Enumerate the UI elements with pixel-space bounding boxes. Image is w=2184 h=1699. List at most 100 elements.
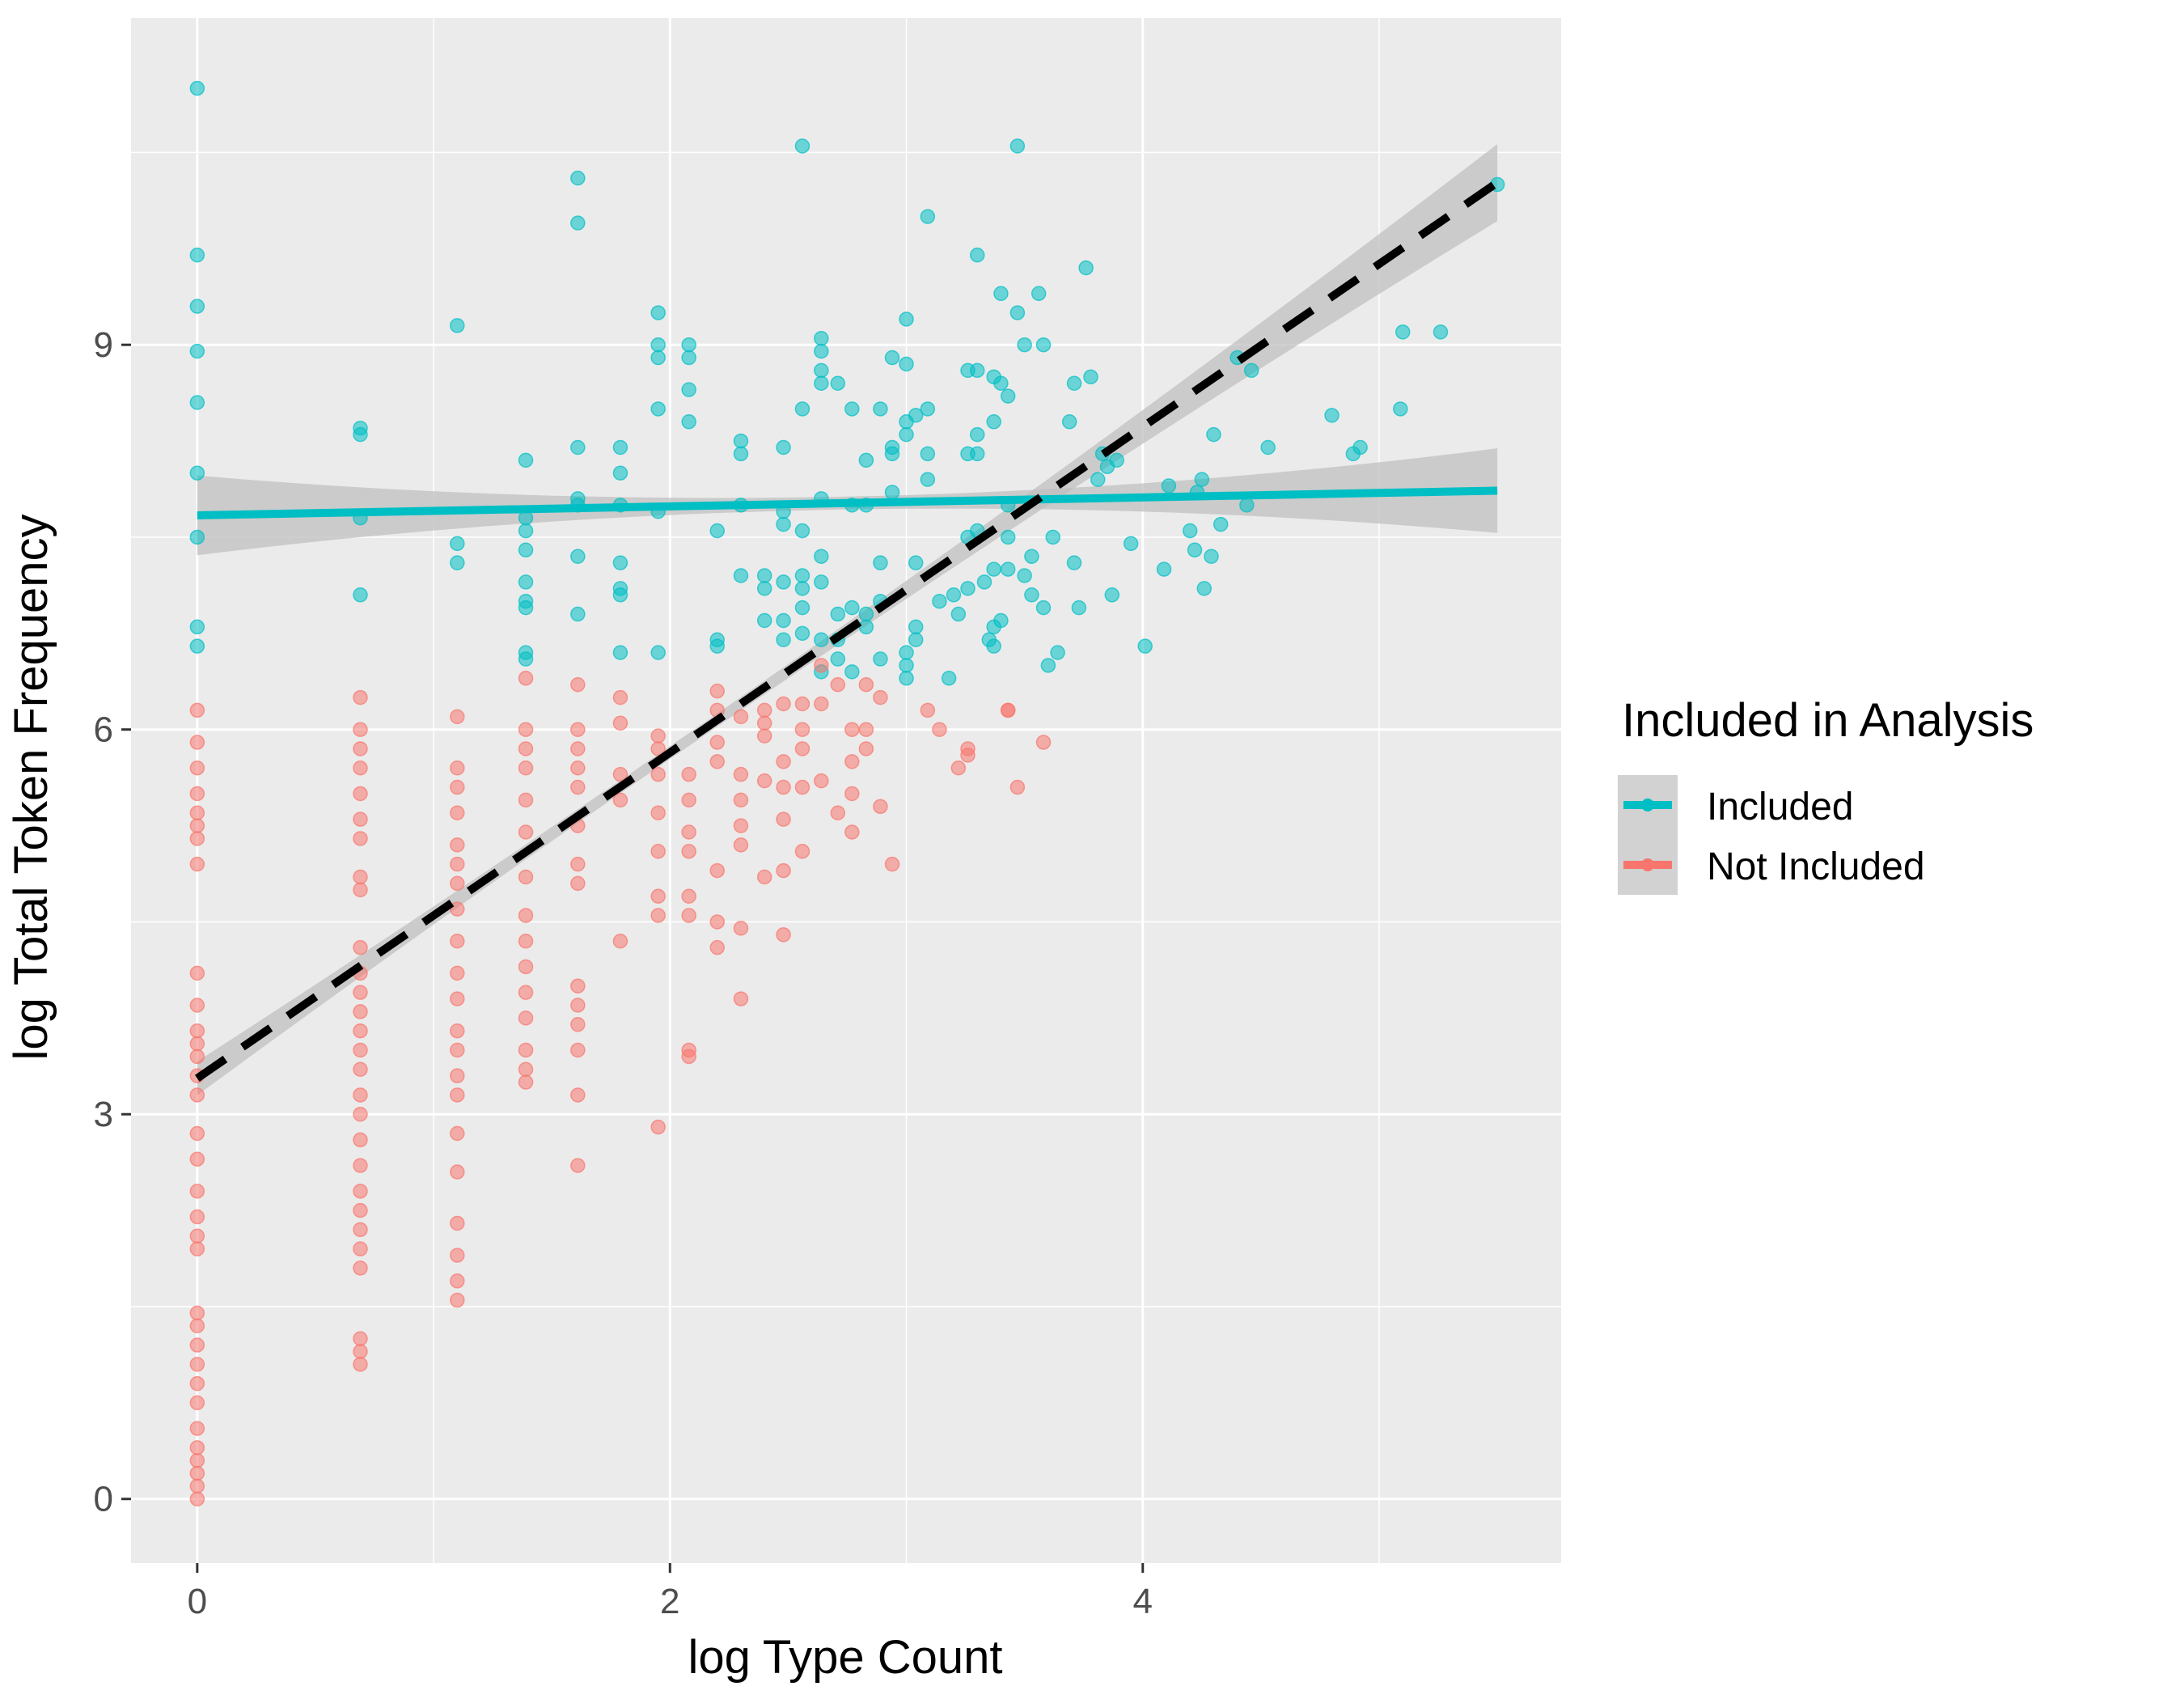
point-included: [1260, 439, 1276, 455]
point-not-included: [873, 799, 888, 815]
point-not-included: [709, 754, 725, 769]
point-included: [1000, 529, 1016, 545]
legend-key-included-point: [1641, 799, 1654, 811]
point-included: [1009, 138, 1026, 154]
point-included: [932, 593, 947, 609]
point-not-included: [189, 1357, 205, 1372]
point-not-included: [612, 689, 629, 705]
x-axis-title: log Type Count: [688, 1631, 1002, 1684]
point-included: [612, 587, 629, 603]
point-not-included: [518, 869, 534, 885]
point-not-included: [353, 1241, 368, 1256]
point-not-included: [450, 1023, 465, 1039]
point-not-included: [518, 933, 534, 949]
point-included: [899, 645, 914, 660]
point-not-included: [189, 1491, 205, 1506]
point-not-included: [756, 773, 772, 789]
point-included: [1324, 408, 1340, 423]
point-not-included: [733, 818, 749, 833]
point-not-included: [650, 908, 666, 923]
point-not-included: [733, 792, 749, 808]
point-included: [1045, 529, 1060, 545]
point-not-included: [709, 939, 725, 955]
point-not-included: [450, 761, 465, 776]
point-included: [681, 382, 696, 397]
point-included: [1109, 452, 1124, 468]
point-included: [1206, 426, 1221, 443]
point-not-included: [189, 1421, 205, 1436]
point-not-included: [844, 786, 860, 802]
point-not-included: [189, 1465, 205, 1481]
point-included: [1035, 600, 1052, 616]
point-not-included: [1000, 702, 1016, 718]
point-not-included: [794, 844, 811, 859]
point-not-included: [570, 856, 586, 872]
point-included: [794, 523, 811, 539]
point-included: [920, 401, 936, 417]
point-included: [1204, 549, 1219, 564]
point-not-included: [450, 1125, 465, 1142]
point-not-included: [756, 869, 772, 885]
point-not-included: [353, 1260, 368, 1276]
point-included: [518, 542, 534, 558]
point-included: [1024, 549, 1039, 564]
point-included: [941, 671, 957, 686]
point-not-included: [681, 908, 696, 923]
point-included: [920, 446, 936, 462]
point-not-included: [450, 875, 465, 892]
point-included: [986, 561, 1001, 577]
legend-label-included: Included: [1707, 786, 1853, 828]
point-not-included: [189, 818, 205, 833]
fit-line-included: [197, 486, 1498, 520]
point-not-included: [570, 998, 586, 1013]
point-included: [189, 465, 205, 481]
point-included: [1017, 568, 1032, 583]
point-included: [650, 645, 666, 660]
point-included: [908, 632, 924, 648]
point-not-included: [518, 741, 534, 756]
point-included: [709, 638, 725, 654]
point-included: [908, 408, 924, 423]
point-included: [1050, 645, 1065, 660]
point-included: [908, 619, 924, 635]
point-included: [733, 568, 749, 583]
point-not-included: [450, 1068, 465, 1083]
point-included: [884, 446, 900, 462]
point-not-included: [189, 965, 205, 981]
point-not-included: [733, 991, 749, 1006]
point-not-included: [189, 1318, 205, 1334]
point-included: [1123, 536, 1139, 552]
point-included: [776, 516, 791, 532]
point-included: [1352, 439, 1368, 455]
x-tick-label: 4: [1133, 1582, 1153, 1621]
point-not-included: [189, 998, 205, 1013]
point-included: [612, 465, 629, 481]
point-included: [920, 209, 936, 224]
point-not-included: [884, 856, 900, 872]
point-included: [1161, 478, 1177, 494]
point-not-included: [353, 882, 368, 898]
point-not-included: [570, 761, 586, 776]
minor-gridlines: [131, 18, 1561, 1563]
point-not-included: [709, 683, 725, 699]
legend-item-not-included: Not Included: [1618, 835, 1925, 895]
point-not-included: [570, 1158, 586, 1173]
point-included: [1393, 401, 1408, 417]
point-included: [794, 138, 811, 154]
point-not-included: [518, 985, 534, 1000]
point-included: [570, 549, 586, 564]
legend-title: Included in Analysis: [1622, 694, 2034, 747]
point-included: [899, 671, 914, 686]
point-not-included: [518, 824, 534, 840]
point-included: [1213, 516, 1229, 532]
point-not-included: [794, 696, 811, 712]
point-not-included: [650, 728, 666, 744]
point-not-included: [960, 748, 976, 763]
point-not-included: [189, 1023, 205, 1039]
x-tick-label: 0: [188, 1582, 207, 1621]
point-not-included: [518, 792, 534, 808]
point-not-included: [450, 1042, 465, 1058]
point-included: [776, 632, 791, 648]
point-not-included: [794, 779, 811, 795]
point-included: [858, 606, 874, 622]
